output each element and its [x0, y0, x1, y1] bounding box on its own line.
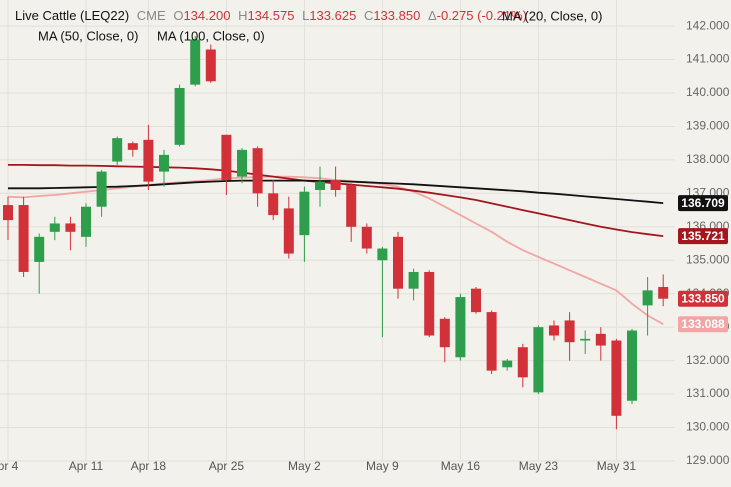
high: 134.575 [247, 8, 294, 23]
y-tick-label: 142.000 [686, 18, 730, 32]
candle-body [18, 205, 29, 272]
candle-body [564, 320, 575, 343]
y-tick-label: 138.000 [686, 152, 730, 166]
candle-body [471, 288, 481, 313]
x-tick-label: May 2 [288, 459, 321, 473]
high-label: H [238, 8, 247, 23]
candle-body [486, 312, 497, 371]
candle-body [315, 181, 325, 190]
candle-body [237, 149, 247, 177]
x-tick-label: May 16 [441, 459, 481, 473]
x-tick-label: pr 4 [0, 459, 19, 473]
candle-body [81, 206, 91, 237]
y-tick-label: 135.000 [686, 252, 730, 266]
candle-body [658, 287, 669, 299]
candle-body [143, 139, 154, 182]
y-tick-label: 131.000 [686, 386, 730, 400]
y-tick-label: 139.000 [686, 119, 730, 133]
price-box-label: 133.088 [681, 317, 725, 331]
candle-body [549, 325, 559, 336]
exchange: CME [137, 8, 166, 23]
candle-body [268, 193, 279, 216]
x-tick-label: May 31 [597, 459, 637, 473]
candle-body [174, 87, 185, 145]
x-tick-label: Apr 18 [131, 459, 167, 473]
candle-body [346, 184, 357, 227]
price-box-label: 136.709 [681, 196, 725, 210]
x-tick-label: Apr 25 [209, 459, 245, 473]
candle-body [361, 226, 372, 249]
y-tick-label: 140.000 [686, 85, 730, 99]
candle-body [393, 236, 403, 289]
change-label: Δ [428, 8, 437, 23]
candle-body [190, 39, 201, 85]
price-box [678, 316, 728, 333]
candle-body [627, 330, 637, 401]
y-tick-label: 132.000 [686, 353, 730, 367]
candle-body [127, 143, 138, 150]
legend-entry[interactable]: MA (50, Close, 0) [38, 28, 138, 43]
close-label: C [364, 8, 373, 23]
symbol: Live Cattle (LEQ22) [15, 8, 129, 23]
candle-body [642, 290, 653, 306]
candle-body [455, 297, 466, 358]
candle-body [34, 236, 45, 262]
candle-body [299, 191, 310, 236]
price-box-label: 133.850 [681, 291, 725, 305]
change: -0.275 (-0.21%) [437, 8, 527, 23]
candle-body [221, 134, 232, 180]
candle-body [283, 208, 294, 254]
candle-body [330, 179, 341, 190]
candle-body [533, 327, 544, 393]
candle-body [65, 223, 76, 232]
candle-body [517, 347, 528, 378]
candle-body [49, 223, 60, 232]
candle-body [159, 154, 169, 172]
y-tick-label: 130.000 [686, 420, 730, 434]
legend-entry[interactable]: MA (100, Close, 0) [157, 28, 265, 43]
y-tick-label: 129.000 [686, 453, 730, 467]
price-box [678, 195, 728, 212]
candle-body [112, 138, 123, 162]
low-label: L [302, 8, 309, 23]
candle-body [377, 248, 388, 261]
price-box [678, 228, 728, 245]
open: 134.200 [183, 8, 230, 23]
candle-body [439, 318, 450, 348]
candle-body [424, 271, 435, 336]
candle-body [580, 338, 591, 341]
grid [0, 0, 675, 462]
y-tick-label: 141.000 [686, 52, 730, 66]
candles [3, 36, 669, 430]
open-label: O [173, 8, 183, 23]
header-line: Live Cattle (LEQ22) CME O134.200 H134.57… [15, 8, 527, 23]
price-box [678, 290, 728, 307]
candle-body [96, 171, 107, 207]
x-tick-label: May 9 [366, 459, 399, 473]
x-tick-label: Apr 11 [69, 459, 104, 473]
close: 133.850 [373, 8, 420, 23]
x-tick-label: May 23 [519, 459, 559, 473]
axes: 129.000130.000131.000132.000133.000134.0… [0, 18, 730, 473]
candle-body [595, 333, 606, 346]
legend-entry[interactable]: MA (20, Close, 0) [502, 8, 602, 23]
candle-body [3, 205, 13, 221]
candle-body [502, 360, 513, 368]
low: 133.625 [309, 8, 356, 23]
candle-body [611, 340, 622, 416]
legend: Live Cattle (LEQ22) CME O134.200 H134.57… [15, 8, 602, 43]
candle-body [205, 49, 216, 82]
candle-body [408, 271, 419, 289]
candle-body [252, 148, 263, 194]
price-box-label: 135.721 [681, 229, 725, 243]
